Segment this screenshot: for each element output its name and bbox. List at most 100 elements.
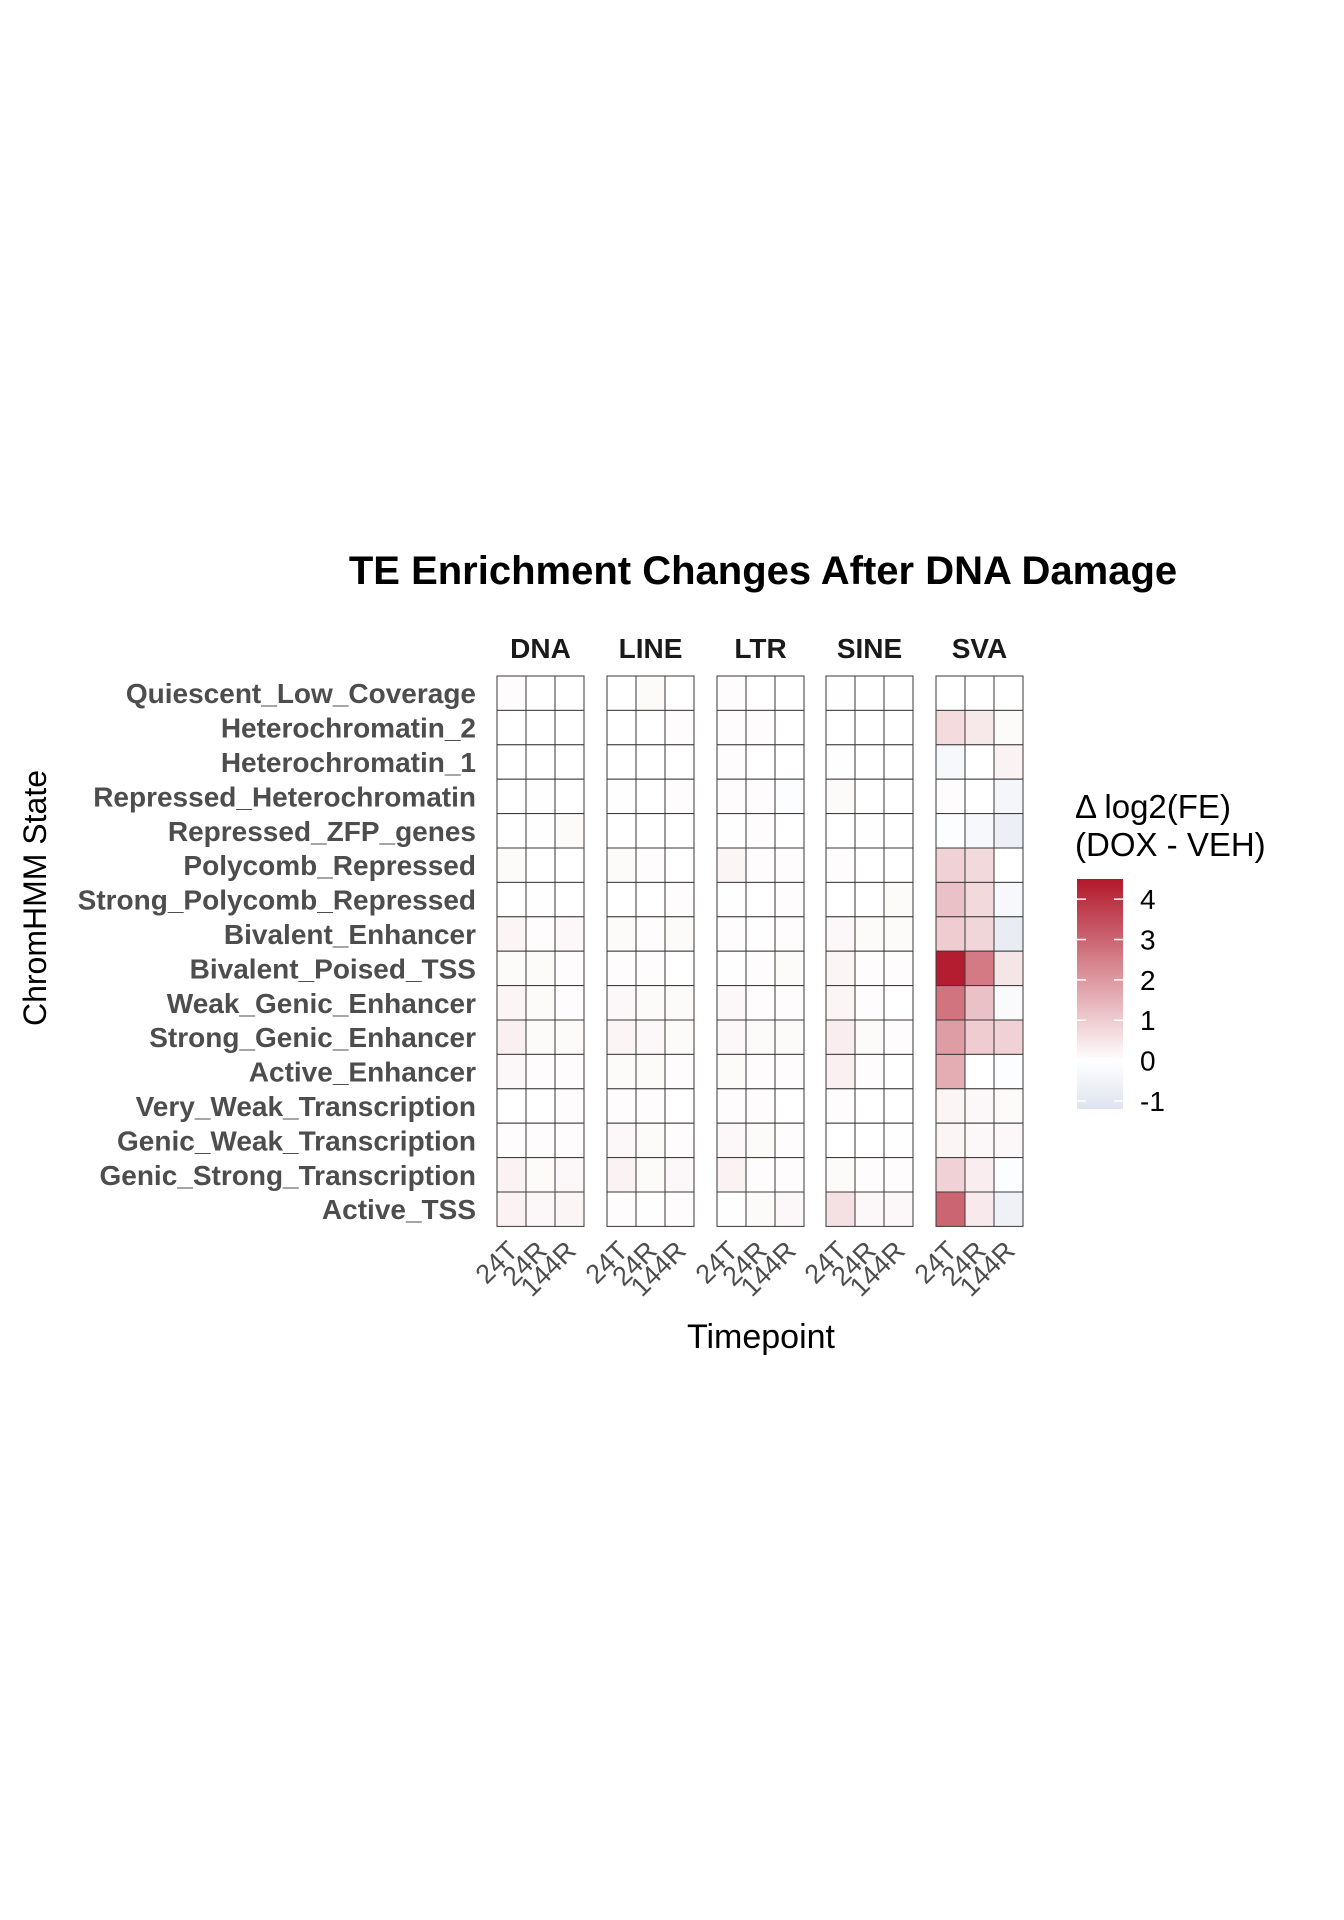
heatmap-cell <box>635 1191 666 1227</box>
heatmap-cell <box>496 1053 527 1090</box>
facet-panels: DNA24T24R144RLINE24T24R144RLTR24T24R144R… <box>470 633 1024 1302</box>
facet-strip-label: SVA <box>952 633 1008 664</box>
heatmap-cell <box>745 1088 776 1124</box>
heatmap-cell <box>993 950 1024 987</box>
heatmap-cell <box>716 950 747 987</box>
heatmap-cell <box>964 709 995 746</box>
heatmap-cell <box>525 1088 556 1124</box>
heatmap-cell <box>825 847 856 883</box>
heatmap-cell <box>525 709 556 746</box>
heatmap-cell <box>606 847 637 883</box>
heatmap-cell <box>774 1122 805 1159</box>
heatmap-cell <box>745 1053 776 1090</box>
heatmap-cell <box>525 1157 556 1193</box>
heatmap-cell <box>606 985 637 1021</box>
heatmap-cell <box>525 1053 556 1090</box>
heatmap-cell <box>606 1122 637 1159</box>
heatmap-cell <box>664 778 695 815</box>
legend-tick-label: 4 <box>1140 884 1156 915</box>
heatmap-cell <box>774 1088 805 1124</box>
heatmap-cell <box>854 1053 885 1090</box>
heatmap-cell <box>606 1088 637 1124</box>
facet-strip-label: LTR <box>734 633 786 664</box>
heatmap-cell <box>774 881 805 918</box>
heatmap-cell <box>883 847 914 883</box>
heatmap-cell <box>935 950 966 987</box>
heatmap-cell <box>496 916 527 952</box>
heatmap-cell <box>745 1019 776 1055</box>
heatmap-cell <box>496 985 527 1021</box>
heatmap-cell <box>854 709 885 746</box>
heatmap-cell <box>774 1019 805 1055</box>
y-tick-label-heterochromatin-1: Heterochromatin_1 <box>221 747 476 778</box>
heatmap-cell <box>554 950 585 987</box>
heatmap-cell <box>935 985 966 1021</box>
heatmap-cell <box>635 744 666 780</box>
heatmap-cell <box>774 1191 805 1227</box>
heatmap-cell <box>964 1088 995 1124</box>
heatmap-cell <box>664 916 695 952</box>
heatmap-cell <box>935 1157 966 1193</box>
heatmap-cell <box>606 813 637 849</box>
legend-title-line2: (DOX - VEH) <box>1075 826 1266 863</box>
heatmap-cell <box>635 916 666 952</box>
heatmap-cell <box>606 1191 637 1227</box>
heatmap-cell <box>854 916 885 952</box>
heatmap-cell <box>525 985 556 1021</box>
heatmap-cell <box>854 985 885 1021</box>
heatmap-cell <box>774 1157 805 1193</box>
heatmap-cell <box>745 1122 776 1159</box>
legend-title-line1: Δ log2(FE) <box>1075 788 1231 825</box>
legend-tick-label: 1 <box>1140 1005 1156 1036</box>
heatmap-cell <box>964 778 995 815</box>
legend-tick-label: 3 <box>1140 925 1156 956</box>
heatmap-cell <box>664 1157 695 1193</box>
heatmap-cell <box>964 744 995 780</box>
heatmap-cell <box>554 778 585 815</box>
heatmap-cell <box>883 778 914 815</box>
heatmap-cell <box>635 950 666 987</box>
heatmap-cell <box>496 709 527 746</box>
heatmap-cell <box>935 881 966 918</box>
heatmap-cell <box>935 813 966 849</box>
heatmap-cell <box>635 1157 666 1193</box>
heatmap-cell <box>606 881 637 918</box>
heatmap-cell <box>716 744 747 780</box>
heatmap-cell <box>774 985 805 1021</box>
heatmap-cell <box>935 744 966 780</box>
y-tick-label-bivalent-poised-tss: Bivalent_Poised_TSS <box>190 953 476 984</box>
heatmap-cell <box>964 881 995 918</box>
heatmap-cell <box>993 985 1024 1021</box>
heatmap-cell <box>606 675 637 711</box>
heatmap-cell <box>554 1088 585 1124</box>
heatmap-cell <box>935 847 966 883</box>
heatmap-cell <box>496 778 527 815</box>
heatmap-cell <box>883 1122 914 1159</box>
heatmap-cell <box>664 985 695 1021</box>
heatmap-cell <box>825 1088 856 1124</box>
heatmap-cell <box>745 813 776 849</box>
heatmap-cell <box>525 1122 556 1159</box>
heatmap-cell <box>525 916 556 952</box>
heatmap-cell <box>883 1157 914 1193</box>
facet-strip-label: DNA <box>510 633 571 664</box>
heatmap-cell <box>993 1122 1024 1159</box>
heatmap-cell <box>883 744 914 780</box>
heatmap-cell <box>716 1019 747 1055</box>
heatmap-cell <box>854 1019 885 1055</box>
heatmap-cell <box>745 778 776 815</box>
heatmap-cell <box>883 1088 914 1124</box>
heatmap-cell <box>993 744 1024 780</box>
y-tick-label-repressed-zfp-genes: Repressed_ZFP_genes <box>168 816 476 847</box>
y-tick-label-strong-genic-enhancer: Strong_Genic_Enhancer <box>149 1022 476 1053</box>
heatmap-cell <box>664 709 695 746</box>
heatmap-cell <box>993 916 1024 952</box>
heatmap-cell <box>635 847 666 883</box>
heatmap-cell <box>883 1053 914 1090</box>
heatmap-cell <box>664 881 695 918</box>
heatmap-cell <box>774 847 805 883</box>
heatmap-cell <box>496 744 527 780</box>
